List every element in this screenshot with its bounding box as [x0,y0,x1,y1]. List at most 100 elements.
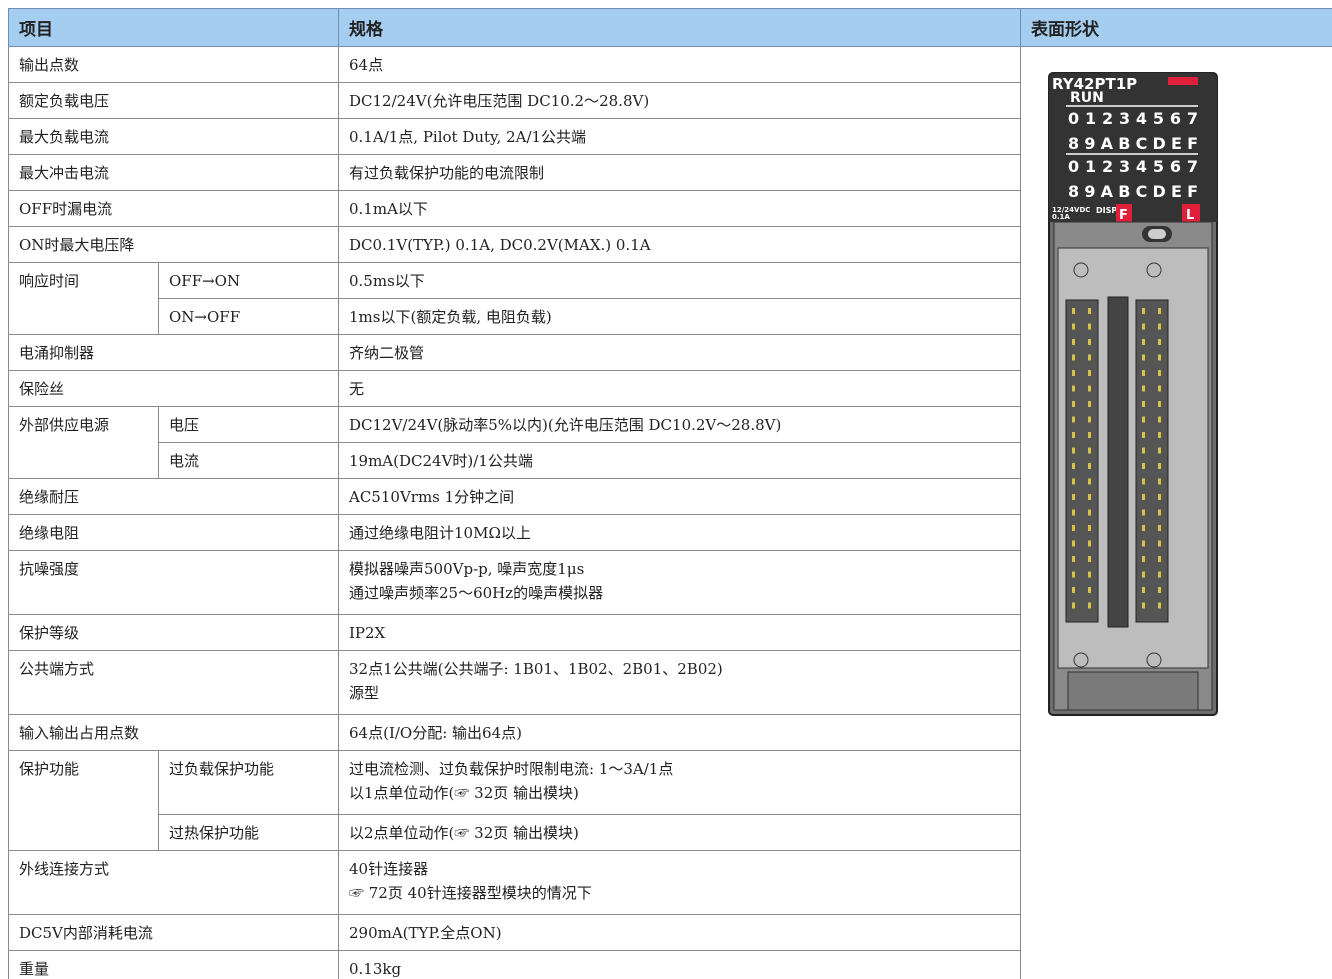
spec-line: 有过负载保护功能的电流限制 [349,164,545,182]
table-row: 公共端方式 32点1公共端(公共端子: 1B01、1B02、2B01、2B02) 源… [8,650,1332,715]
pin [1142,339,1145,345]
pin [1088,509,1091,516]
table-row: 过热保护功能 以2点单位动作(☞ 32页 输出模块) [9,814,1332,851]
table-row: 最大负载电流 0.1A/1点, Pilot Duty, 2A/1公共端 [8,118,1332,155]
spec-cell: 64点(I/O分配: 输出64点) [338,714,1021,751]
led-row: 8 9 A B C D E F [1068,134,1198,153]
item-cell: 保险丝 [8,370,339,407]
spec-cell: 32点1公共端(公共端子: 1B01、1B02、2B01、2B02) 源型 [338,650,1021,715]
table-row: ON时最大电压降 DC0.1V(TYP.) 0.1A, DC0.2V(MAX.) … [8,226,1332,263]
pin [1158,509,1161,516]
pin [1072,525,1075,531]
spec-cell: 0.13kg [338,950,1021,979]
pin [1072,401,1075,407]
pin [1142,308,1145,314]
spec-cell: DC12V/24V(脉动率5%以内)(允许电压范围 DC10.2V～28.8V) [338,406,1021,443]
spec-line: DC12/24V(允许电压范围 DC10.2～28.8V) [349,92,650,110]
pin [1158,602,1161,609]
pin [1142,432,1145,438]
pin [1088,432,1091,438]
sub-item-cell: OFF→ON [158,262,339,299]
model-label: RY42PT1P [1052,75,1137,93]
item-cell: 电涌抑制器 [8,334,339,371]
pin [1088,556,1091,562]
pin [1072,540,1075,547]
item-cell: 额定负载电压 [8,82,339,119]
pin [1088,323,1091,330]
spec-cell: 290mA(TYP.全点ON) [338,914,1021,951]
item-cell: 输出点数 [8,46,339,83]
pin [1072,416,1075,423]
pin [1088,401,1091,407]
table-row: 电流 19mA(DC24V时)/1公共端 [9,442,1332,479]
spec-line: DC0.1V(TYP.) 0.1A, DC0.2V(MAX.) 0.1A [349,236,651,254]
spec-line: 通过噪声频率25～60Hz的噪声模拟器 [349,584,604,602]
pin [1158,339,1161,345]
item-cell: 外线连接方式 [8,850,339,915]
pin [1072,308,1075,314]
spec-cell: 以2点单位动作(☞ 32页 输出模块) [338,814,1021,851]
pin [1072,602,1075,609]
pin [1142,509,1145,516]
rating-label: 12/24VDC [1052,206,1090,214]
pin [1142,540,1145,547]
spec-line: 64点(I/O分配: 输出64点) [349,724,522,742]
pin [1088,525,1091,531]
disp-label: DISP [1096,206,1117,215]
item-cell: 绝缘耐压 [8,478,339,515]
pin [1158,416,1161,423]
pin [1142,525,1145,531]
f-label: F [1119,208,1128,223]
spec-line: 32点1公共端(公共端子: 1B01、1B02、2B01、2B02) [349,660,723,678]
spec-line: 0.5ms以下 [349,272,425,290]
table-row: 电涌抑制器 齐纳二极管 [8,334,1332,371]
pin [1142,354,1145,361]
header-cell: 规格 [338,8,1021,47]
item-cell: 输入输出占用点数 [8,714,339,751]
table-row: 外线连接方式 40针连接器 ☞ 72页 40针连接器型模块的情况下 [8,850,1332,915]
pin [1158,478,1161,485]
run-label: RUN [1070,90,1104,106]
item-cell: 重量 [8,950,339,979]
led-row: 0 1 2 3 4 5 6 7 [1068,109,1198,128]
pin [1088,308,1091,314]
header-cell: 表面形状 [1020,8,1332,47]
spec-line: 64点 [349,56,384,74]
spec-cell: 0.1mA以下 [338,190,1021,227]
spec-cell: 无 [338,370,1021,407]
spec-line: 过电流检测、过负载保护时限制电流: 1～3A/1点 [349,760,674,778]
pin [1142,571,1145,578]
pin [1158,308,1161,314]
pin [1072,339,1075,345]
table-row: 重量 0.13kg [8,950,1332,979]
spec-line: 以2点单位动作(☞ 32页 输出模块) [349,824,579,842]
table-row: 抗噪强度 模拟器噪声500Vp-p, 噪声宽度1μs 通过噪声频率25～60Hz的噪… [8,550,1332,615]
pin [1072,478,1075,485]
spec-line: 通过绝缘电阻计10MΩ以上 [349,524,531,542]
sub-item-cell: 过负载保护功能 [158,750,339,815]
pin [1072,323,1075,330]
pin [1142,478,1145,485]
spec-cell: 1ms以下(额定负载, 电阻负载) [338,298,1021,335]
spec-cell: 通过绝缘电阻计10MΩ以上 [338,514,1021,551]
table-row: DC5V内部消耗电流 290mA(TYP.全点ON) [8,914,1332,951]
item-cell: ON时最大电压降 [8,226,339,263]
pin [1088,370,1091,376]
spec-line: 0.13kg [349,960,402,978]
pin [1088,478,1091,485]
pin [1088,447,1091,454]
table-row: 输入输出占用点数 64点(I/O分配: 输出64点) [8,714,1332,751]
item-cell: 最大负载电流 [8,118,339,155]
sub-item-cell: 过热保护功能 [158,814,339,851]
pin [1142,494,1145,500]
spec-cell: 模拟器噪声500Vp-p, 噪声宽度1μs 通过噪声频率25～60Hz的噪声模拟器 [338,550,1021,615]
pin [1088,339,1091,345]
spec-cell: 19mA(DC24V时)/1公共端 [338,442,1021,479]
pin [1072,509,1075,516]
pin [1142,416,1145,423]
table-row: 最大冲击电流 有过负载保护功能的电流限制 [8,154,1332,191]
spec-line: 无 [349,380,365,398]
pin [1072,385,1075,392]
pin [1088,571,1091,578]
